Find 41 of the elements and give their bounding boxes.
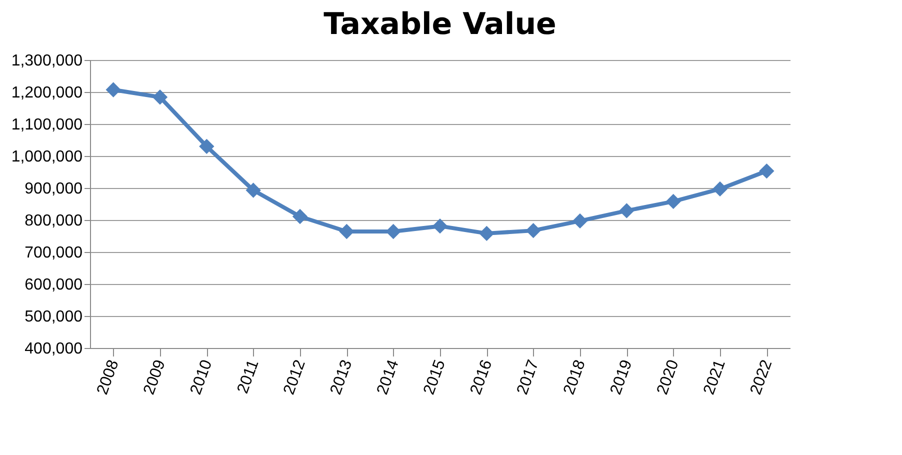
point (759, 163, 774, 179)
x-tick-label: 2021 (700, 358, 729, 398)
x-tick-label: 2022 (747, 358, 776, 398)
point (712, 181, 728, 197)
y-tick-label: 500,000 (24, 308, 83, 326)
chart-title: Taxable Value (324, 7, 556, 42)
point (432, 218, 448, 234)
x-tick-label: 2018 (560, 358, 589, 398)
x-tick-label: 2012 (280, 358, 309, 398)
y-tick-label: 400,000 (24, 340, 83, 358)
x-tick-label: 2009 (140, 358, 169, 398)
x-tick-label: 2010 (187, 358, 216, 398)
x-tick-label: 2016 (467, 358, 496, 398)
y-tick-label: 1,200,000 (11, 84, 83, 102)
point (572, 213, 588, 229)
point (666, 194, 681, 210)
x-tick-label: 2013 (327, 358, 356, 398)
point (479, 226, 494, 242)
y-tick-label: 900,000 (24, 180, 83, 198)
y-tick-label: 700,000 (24, 244, 83, 262)
point (246, 182, 261, 198)
x-tick-label: 2017 (514, 358, 542, 398)
y-tick-label: 1,300,000 (11, 52, 83, 70)
x-tick-label: 2011 (234, 358, 262, 396)
point (106, 82, 121, 98)
point (292, 208, 308, 224)
point (152, 90, 168, 105)
point (526, 222, 541, 238)
x-tick-label: 2014 (374, 358, 402, 398)
point (386, 224, 401, 240)
y-tick-label: 600,000 (24, 276, 83, 294)
y-tick-label: 1,000,000 (11, 148, 83, 166)
x-tick-label: 2008 (94, 358, 122, 398)
y-tick-label: 1,100,000 (11, 116, 83, 134)
x-tick-label: 2019 (607, 358, 636, 398)
x-tick-label: 2020 (654, 358, 682, 398)
y-tick-label: 800,000 (24, 212, 83, 230)
x-tick-label: 2015 (420, 358, 449, 398)
point (619, 203, 634, 218)
point (339, 224, 354, 240)
point (199, 138, 214, 154)
